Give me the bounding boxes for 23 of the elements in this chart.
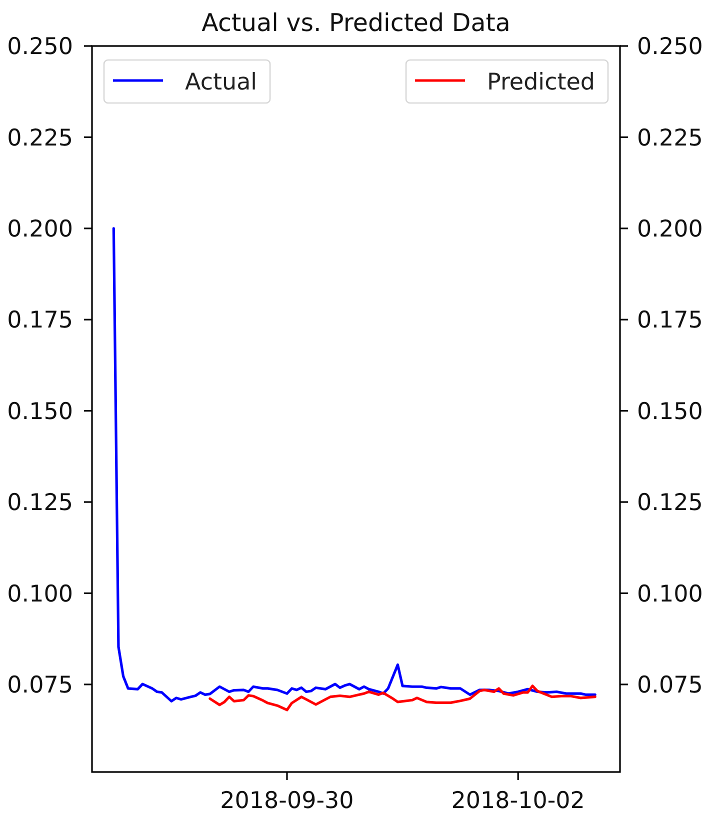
y-tick-label: 0.075: [7, 672, 73, 698]
y2-tick-label: 0.175: [637, 308, 703, 334]
y-tick-label: 0.175: [7, 308, 73, 334]
x-tick-label: 2018-10-02: [451, 788, 585, 814]
y2-tick-label: 0.100: [637, 581, 703, 608]
y-tick-label: 0.125: [7, 490, 73, 516]
y2-tick-label: 0.225: [637, 125, 703, 152]
line-series: [112, 227, 596, 703]
y2-tick-label: 0.150: [637, 398, 703, 425]
y2-tick-label: 0.250: [637, 34, 703, 60]
legend-label: Actual: [185, 70, 258, 96]
y2-tick-label: 0.125: [637, 490, 703, 516]
y2-tick-label: 0.075: [637, 672, 703, 698]
y2-tick-label: 0.200: [637, 216, 703, 242]
chart-title: Actual vs. Predicted Data: [202, 8, 510, 37]
y-tick-label: 0.225: [7, 125, 73, 152]
legend-label: Predicted: [487, 70, 596, 96]
y-tick-label: 0.200: [7, 216, 73, 242]
line-series: [208, 684, 596, 712]
y-tick-label: 0.250: [7, 34, 73, 60]
y-tick-label: 0.100: [7, 581, 73, 608]
x-tick-label: 2018-09-30: [220, 788, 354, 814]
y-tick-label: 0.150: [7, 398, 73, 425]
